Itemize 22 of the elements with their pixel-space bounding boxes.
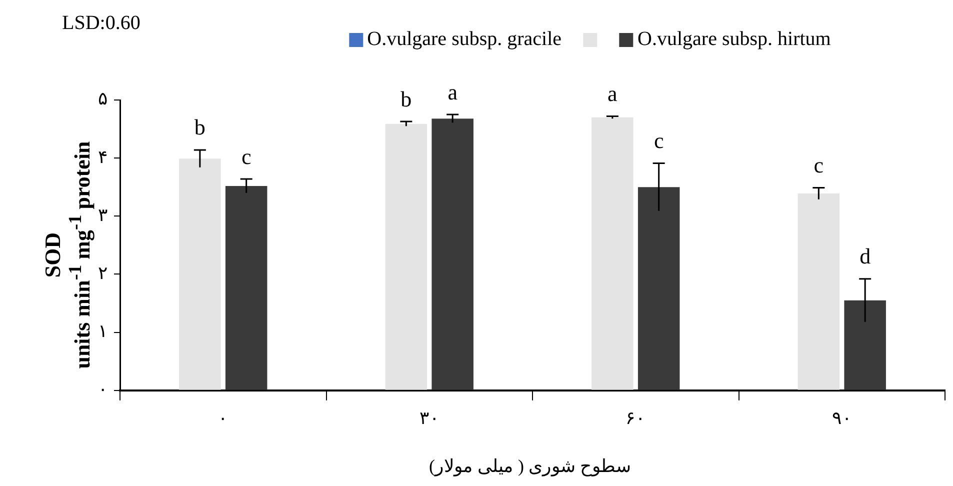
x-tick-label: ۳۰ <box>419 408 440 428</box>
legend-label: O.vulgare subsp. hirtum <box>638 28 831 51</box>
y-tick-label: ۲ <box>98 262 108 283</box>
data-label: d <box>860 244 871 269</box>
data-label: b <box>194 114 206 140</box>
data-label: b <box>400 86 412 112</box>
y-tick-label: ۰ <box>98 379 108 400</box>
x-axis-title: سطوح شوری ( میلی مولار) <box>429 455 631 477</box>
data-label: c <box>654 128 664 154</box>
data-label: c <box>241 144 252 169</box>
data-label: c <box>814 152 824 178</box>
data-label: a <box>608 81 618 106</box>
x-tick-label: ۶۰ <box>626 408 646 428</box>
x-tick-label: ۰ <box>218 408 228 428</box>
text: LSD:0.60 <box>62 12 140 35</box>
y-tick-label: ۱ <box>98 321 108 342</box>
x-tick-label: ۹۰ <box>832 408 852 428</box>
y-tick-label: ۳ <box>98 204 108 225</box>
data-label: a <box>448 79 458 104</box>
y-tick-label: ۵ <box>98 88 108 109</box>
legend-label: O.vulgare subsp. gracile <box>367 28 562 51</box>
y-tick-label: ۴ <box>98 146 108 167</box>
